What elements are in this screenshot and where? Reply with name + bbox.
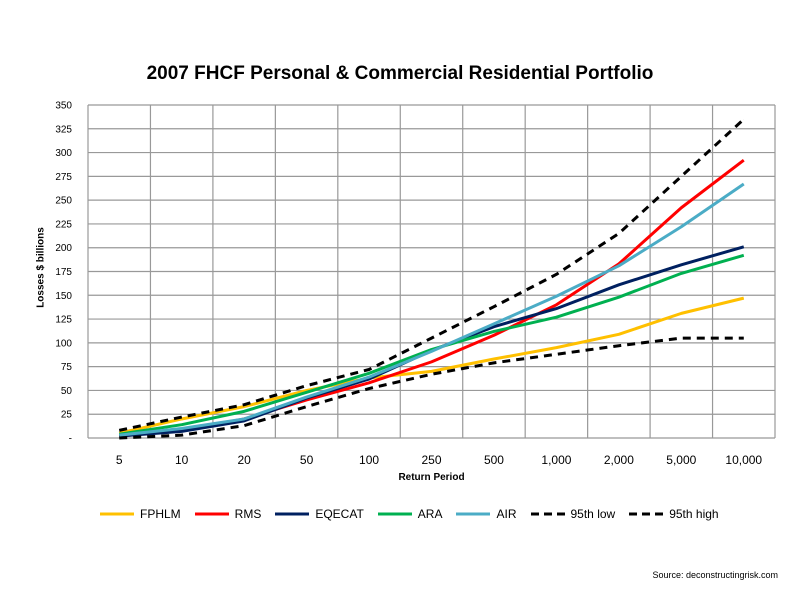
- y-tick-label: 75: [61, 362, 73, 373]
- legend-item: 95th low: [530, 507, 616, 521]
- y-tick-label: 125: [55, 315, 72, 326]
- x-tick-label: 10,000: [725, 453, 762, 467]
- y-tick-label: 225: [55, 219, 72, 230]
- legend-swatch: [194, 512, 229, 516]
- chart-title: 2007 FHCF Personal & Commercial Resident…: [146, 63, 654, 84]
- legend-swatch: [377, 512, 412, 516]
- x-tick-label: 50: [300, 453, 314, 467]
- legend-label: FPHLM: [140, 507, 181, 521]
- legend-swatch: [275, 512, 310, 516]
- legend-label: 95th low: [570, 507, 616, 521]
- x-tick-label: 1,000: [541, 453, 571, 467]
- legend-label: 95th high: [669, 507, 719, 521]
- y-tick-label: 175: [55, 267, 72, 278]
- y-tick-label: 350: [55, 101, 72, 112]
- y-tick-label: 275: [55, 172, 72, 183]
- source-note: Source: deconstructingrisk.com: [652, 570, 778, 580]
- y-tick-label: -: [69, 434, 72, 445]
- x-tick-label: 500: [484, 453, 504, 467]
- legend-label: ARA: [417, 507, 443, 521]
- legend-item: 95th high: [629, 507, 719, 521]
- y-tick-label: 25: [61, 410, 73, 421]
- x-axis-label: Return Period: [398, 472, 465, 483]
- y-tick-label: 50: [61, 386, 73, 397]
- series-line-95th-low: [119, 336, 744, 440]
- legend-label: EQECAT: [315, 507, 364, 521]
- legend-item: ARA: [377, 507, 443, 521]
- legend-label: AIR: [496, 507, 517, 521]
- y-tick-label: 250: [55, 196, 72, 207]
- y-tick-label: 300: [55, 148, 72, 159]
- legend-swatch: [456, 512, 491, 516]
- x-tick-label: 250: [421, 453, 441, 467]
- y-tick-label: 325: [55, 124, 72, 135]
- x-tick-label: 10: [175, 453, 189, 467]
- legend-item: EQECAT: [275, 507, 364, 521]
- legend-swatch: [629, 512, 664, 516]
- legend-item: AIR: [456, 507, 517, 521]
- y-tick-label: 200: [55, 243, 72, 254]
- legend-swatch: [100, 512, 134, 516]
- y-tick-label: 150: [55, 291, 72, 302]
- y-tick-label: 100: [55, 338, 72, 349]
- x-tick-label: 5,000: [666, 453, 696, 467]
- x-tick-label: 2,000: [604, 453, 634, 467]
- legend-item: RMS: [194, 507, 262, 521]
- legend-swatch: [530, 512, 565, 516]
- x-tick-label: 100: [359, 453, 379, 467]
- x-tick-label: 20: [237, 453, 251, 467]
- legend-label: RMS: [234, 507, 262, 521]
- x-tick-label: 5: [116, 453, 123, 467]
- legend-item: FPHLM: [100, 507, 181, 521]
- legend: FPHLM RMS EQECAT ARA AIR 95th low 95th high: [100, 507, 719, 521]
